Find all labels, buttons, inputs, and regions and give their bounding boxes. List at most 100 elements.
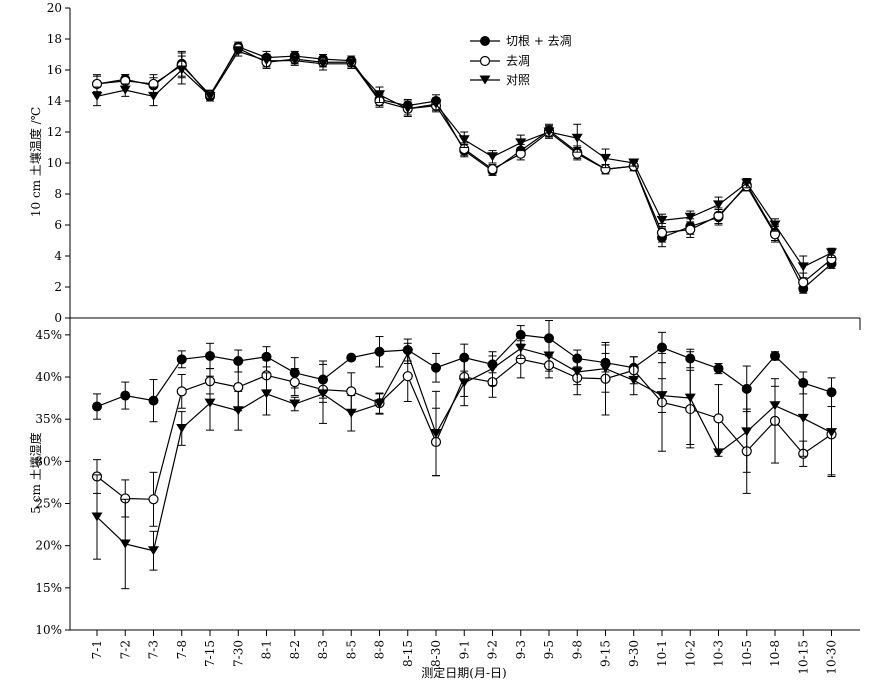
data-point: [120, 390, 131, 401]
y-tick-label: 16: [47, 63, 62, 77]
data-point: [91, 91, 103, 101]
data-point: [402, 371, 413, 382]
x-tick-label: 10-5: [740, 640, 754, 667]
data-point: [345, 59, 357, 69]
data-point: [289, 399, 301, 409]
data-point: [458, 135, 470, 145]
data-point: [741, 178, 753, 188]
data-point: [571, 367, 583, 377]
y-tick-label: 4: [54, 249, 62, 263]
data-point: [148, 494, 159, 505]
temperature-axis-label: 10 cm 土壤温度 /℃: [28, 107, 43, 217]
series-2: [91, 337, 837, 590]
y-tick-label: 30%: [35, 454, 62, 468]
data-point: [684, 393, 696, 403]
chart-frame: [69, 8, 861, 631]
data-point: [657, 342, 667, 353]
data-point: [176, 65, 188, 75]
data-point: [515, 343, 527, 353]
x-tick-label: 10-2: [683, 640, 697, 667]
data-point: [402, 348, 414, 358]
data-point: [430, 99, 442, 109]
legend-label-control: 对照: [506, 73, 530, 87]
data-point: [233, 382, 244, 393]
y-tick-label: 15%: [35, 581, 62, 595]
data-point: [374, 346, 385, 357]
data-point: [148, 546, 159, 556]
data-point: [515, 138, 527, 148]
data-point: [600, 364, 611, 374]
data-point: [713, 363, 724, 374]
y-tick-label: 35%: [35, 412, 62, 426]
y-tick-label: 8: [54, 187, 62, 201]
x-tick-label: 10-3: [712, 640, 726, 667]
data-point: [261, 389, 272, 399]
data-point: [148, 395, 159, 406]
y-tick-label: 2: [54, 280, 62, 294]
data-point: [769, 401, 781, 411]
y-tick-label: 6: [54, 218, 62, 232]
x-tick-label: 7-8: [175, 640, 189, 659]
y-tick-label: 45%: [35, 328, 62, 342]
x-tick-label: 8-2: [288, 640, 302, 659]
moisture-panel: 10% 15% 20% 25% 30% 35% 40% 45%: [35, 320, 837, 637]
data-point: [656, 391, 668, 401]
y-tick-label: 20%: [35, 539, 62, 553]
data-point: [543, 127, 555, 137]
x-axis: 7-1 7-2 7-3 7-8 7-15 7-30 8-1 8-2 8-3 8-5 8-8 8-15 8…: [90, 630, 839, 675]
x-tick-label: 9-30: [627, 640, 641, 667]
y-tick-label: 25%: [35, 497, 62, 511]
legend-open-circle-icon: [479, 55, 491, 67]
data-point: [345, 408, 357, 418]
series-line: [96, 46, 832, 290]
legend-triangle-icon: [479, 75, 491, 85]
y-tick-label: 14: [47, 94, 63, 108]
x-tick-label: 8-1: [260, 640, 274, 659]
data-point: [289, 56, 301, 66]
y-tick-label: 12: [47, 125, 62, 139]
data-point: [600, 153, 611, 163]
data-point: [232, 406, 244, 416]
data-point: [346, 386, 357, 397]
data-point: [684, 212, 696, 222]
x-tick-label: 7-15: [203, 640, 217, 667]
x-tick-label: 8-3: [316, 640, 330, 659]
x-tick-label: 8-30: [429, 640, 443, 667]
data-point: [797, 413, 809, 423]
x-tick-label: 9-3: [514, 640, 528, 659]
data-point: [317, 59, 329, 69]
data-point: [458, 378, 470, 388]
series-line: [96, 47, 832, 284]
data-point: [826, 248, 837, 258]
data-point: [571, 133, 583, 143]
data-point: [656, 215, 668, 225]
series-2: [91, 46, 837, 279]
data-point: [685, 224, 696, 235]
data-point: [430, 429, 442, 439]
x-tick-label: 9-15: [599, 640, 613, 667]
y-tick-label: 0: [54, 311, 62, 325]
data-point: [289, 376, 300, 388]
data-point: [261, 56, 272, 66]
legend-label-root-cut: 切根 + 去凋: [506, 34, 572, 48]
data-point: [346, 352, 357, 363]
data-point: [374, 399, 385, 409]
series-1: [91, 43, 837, 293]
x-tick-label: 10-30: [825, 640, 839, 675]
x-tick-label: 8-15: [401, 640, 415, 667]
y-tick-label: 40%: [35, 370, 62, 384]
y-tick-label: 10: [47, 156, 62, 170]
x-tick-label: 10-1: [655, 640, 669, 667]
data-point: [91, 512, 103, 522]
data-point: [374, 90, 385, 100]
data-point: [770, 350, 780, 361]
x-tick-label: 9-1: [457, 640, 471, 659]
data-point: [713, 200, 724, 210]
x-axis-label: 测定日期(月-日): [421, 665, 506, 680]
x-tick-label: 7-1: [90, 640, 104, 659]
data-point: [402, 104, 414, 114]
data-point: [741, 427, 753, 437]
temperature-panel: 0 2 4 6 8 10 12 14 16 18 20: [47, 1, 837, 325]
data-point: [119, 85, 131, 95]
